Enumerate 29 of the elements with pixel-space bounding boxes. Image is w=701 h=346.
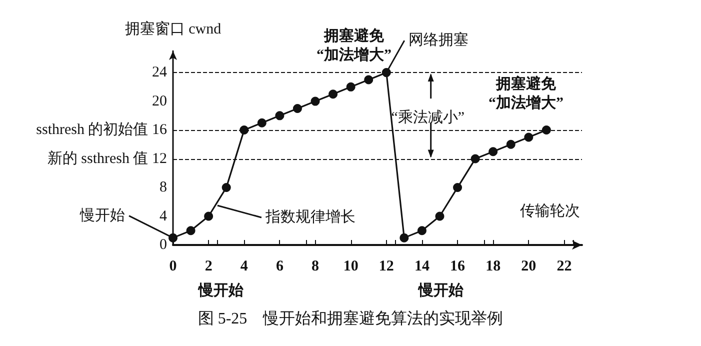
text: 慢开始	[198, 282, 244, 299]
annotation: 指数规律增长	[264, 208, 356, 226]
annotation: “乘法减小”	[391, 108, 465, 126]
x-tick-label: 22	[556, 258, 572, 274]
y-tick-label: 新的 ssthresh 值 12	[47, 150, 167, 167]
annotation: 拥塞避免 “加法增大”	[316, 26, 392, 64]
y-tick-label: 8	[160, 180, 167, 196]
text: 图 5-25 慢开始和拥塞避免算法的实现举例	[198, 310, 504, 328]
x-tick-label: 16	[450, 258, 466, 274]
x-tick-label: 4	[240, 258, 248, 274]
x-tick-label: 2	[204, 258, 212, 274]
x-tick-label: 12	[378, 258, 394, 274]
annotation: 拥塞避免 “加法增大”	[488, 74, 564, 112]
annotation: 网络拥塞	[408, 32, 468, 49]
x-tick-label: 6	[276, 258, 284, 274]
y-tick-label: 4	[160, 208, 168, 224]
x-tick-label: 8	[312, 258, 320, 274]
y-tick-label: 20	[152, 93, 167, 110]
y-axis-title: 拥塞窗口 cwnd	[124, 20, 222, 38]
y-tick-label: 24	[152, 64, 168, 81]
x-tick-label: 18	[486, 258, 501, 274]
x-tick-label: 10	[343, 258, 358, 274]
annotation: 慢开始	[79, 206, 125, 224]
y-tick-label: 0	[160, 237, 167, 253]
text: 慢开始	[418, 282, 464, 299]
x-tick-label: 20	[521, 258, 536, 274]
x-tick-label: 14	[414, 258, 430, 274]
x-axis-title: 传输轮次	[520, 202, 580, 220]
y-tick-label: ssthresh 的初始值 16	[36, 121, 168, 138]
